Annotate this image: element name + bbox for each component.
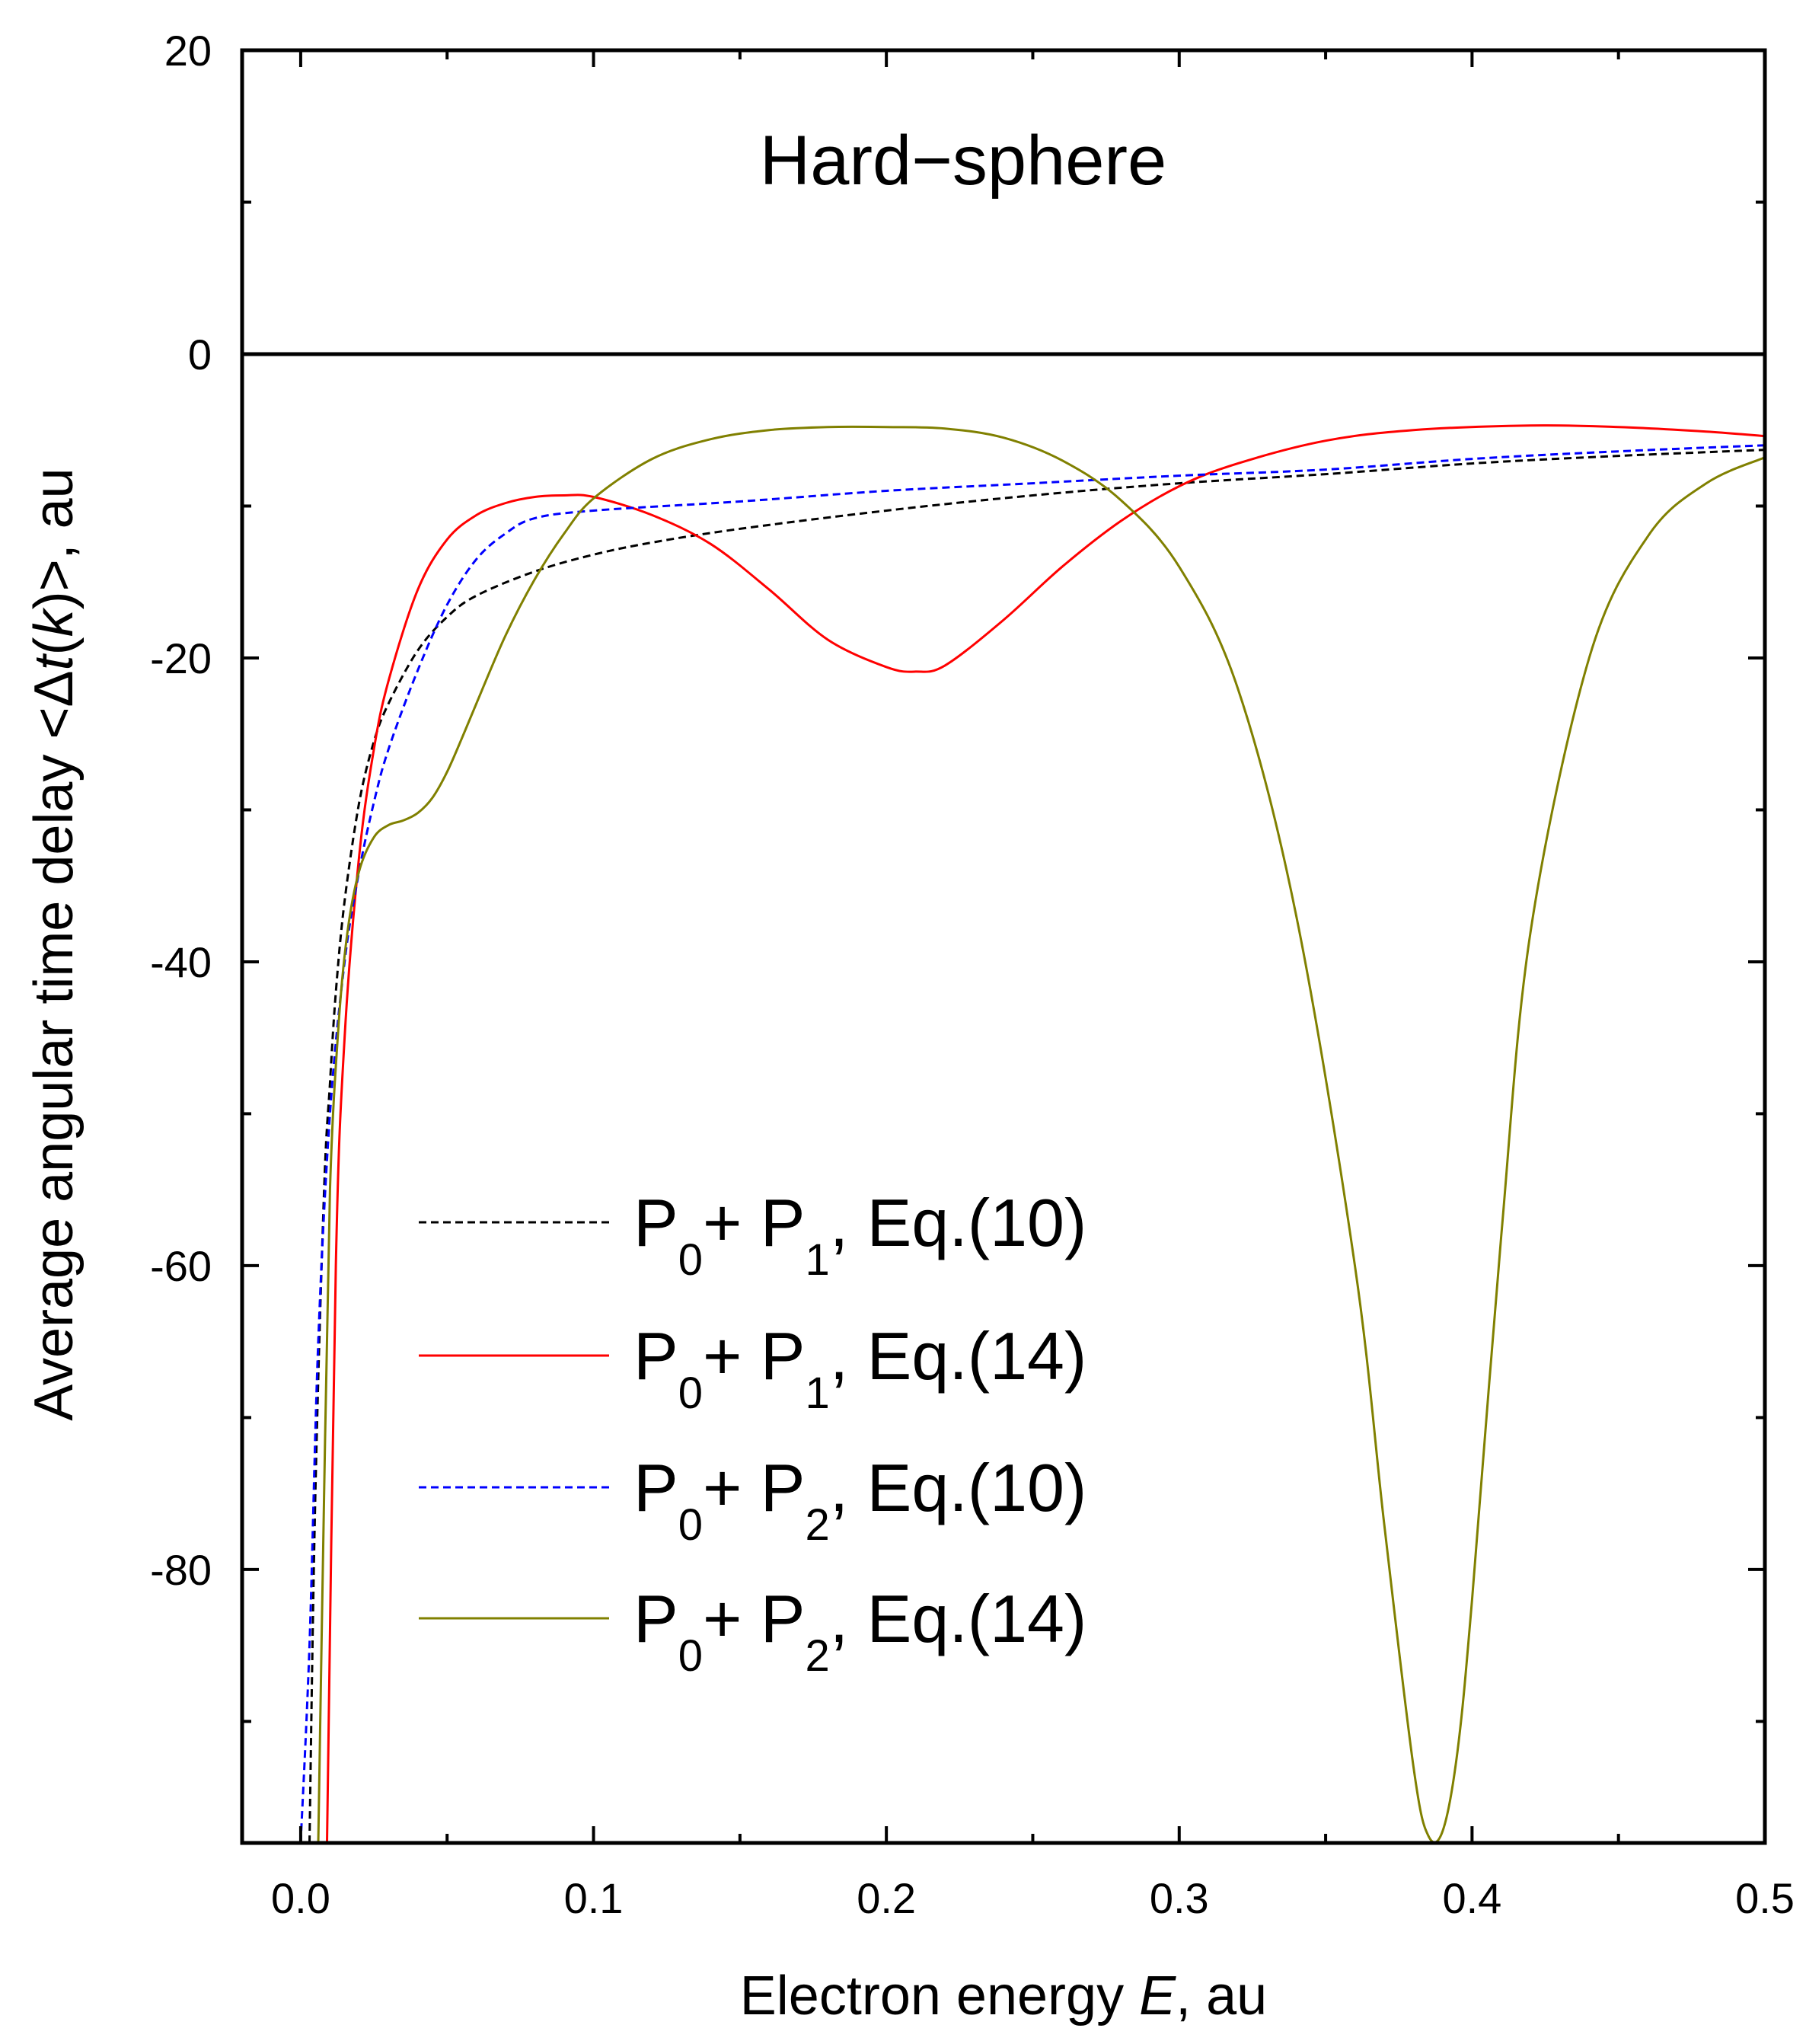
legend-entry: P0+ P1, Eq.(14) bbox=[419, 1318, 1086, 1418]
series-line-s4 bbox=[317, 425, 1765, 1843]
legend-label: P0+ P1, Eq.(14) bbox=[633, 1318, 1086, 1418]
legend-entry: P0+ P2, Eq.(14) bbox=[419, 1581, 1086, 1681]
x-tick-label: 0.2 bbox=[857, 1874, 916, 1922]
y-tick-label: 0 bbox=[188, 331, 212, 378]
series-line-s3 bbox=[299, 444, 1765, 1843]
plot-frame bbox=[240, 48, 1767, 1845]
legend-entry: P0+ P1, Eq.(10) bbox=[419, 1185, 1086, 1285]
y-tick-label: -80 bbox=[150, 1546, 212, 1594]
y-axis-title: Average angular time delay <Δt(k)>, au bbox=[24, 468, 85, 1420]
series-line-s1 bbox=[308, 449, 1765, 1843]
x-tick-label: 0.4 bbox=[1442, 1874, 1501, 1922]
legend-label: P0+ P2, Eq.(14) bbox=[633, 1581, 1086, 1681]
panel-title: Hard−sphere bbox=[760, 122, 1166, 200]
x-tick-label: 0.0 bbox=[271, 1874, 330, 1922]
x-axis-title: Electron energy E, au bbox=[740, 1966, 1267, 2026]
x-tick-label: 0.3 bbox=[1150, 1874, 1209, 1922]
x-tick-label: 0.5 bbox=[1735, 1874, 1795, 1922]
legend-entry: P0+ P2, Eq.(10) bbox=[419, 1450, 1086, 1550]
legend-label: P0+ P2, Eq.(10) bbox=[633, 1450, 1086, 1550]
y-tick-label: -40 bbox=[150, 938, 212, 986]
y-tick-label: -60 bbox=[150, 1242, 212, 1290]
x-tick-label: 0.1 bbox=[564, 1874, 624, 1922]
y-tick-label: 20 bbox=[164, 27, 212, 75]
legend: P0+ P1, Eq.(10) P0+ P1, Eq.(14) P0+ P2, … bbox=[419, 1185, 1086, 1681]
y-tick-label: -20 bbox=[150, 634, 212, 682]
legend-label: P0+ P1, Eq.(10) bbox=[633, 1185, 1086, 1285]
